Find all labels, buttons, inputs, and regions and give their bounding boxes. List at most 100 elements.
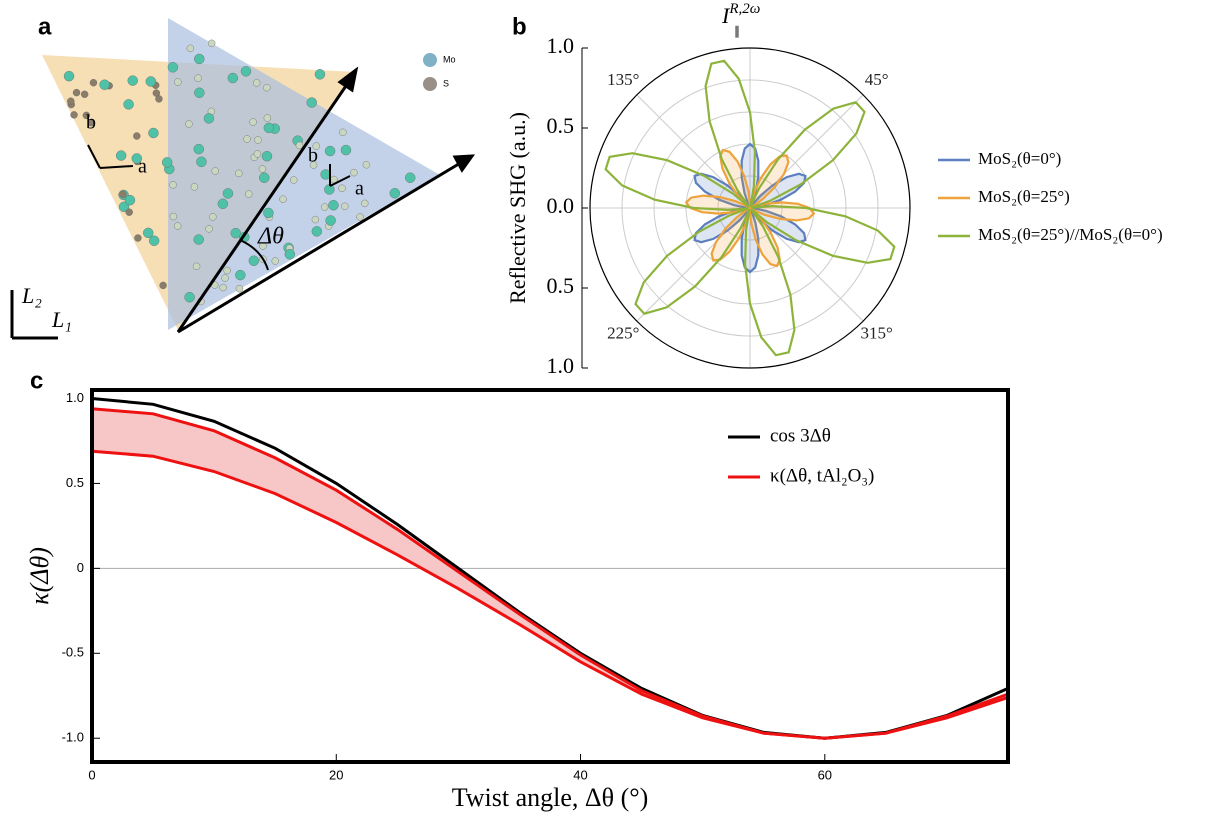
mo-atom [311, 226, 323, 237]
s-atom [173, 222, 182, 230]
chart-title: IR,2ω [721, 1, 760, 28]
mo-atom [263, 207, 274, 219]
vector-label: b [86, 112, 96, 134]
mo-atom [193, 234, 204, 245]
x-tick-label: 40 [573, 767, 587, 782]
vectors [87, 144, 351, 187]
mo-atom [263, 122, 275, 134]
s-atom [235, 169, 243, 178]
s-atom [169, 212, 178, 221]
s-atom [295, 141, 304, 150]
arrowhead [337, 66, 359, 93]
s-atom [341, 202, 349, 211]
vector-label: a [138, 156, 147, 178]
s-atom [219, 283, 227, 292]
s-atom [338, 184, 346, 192]
s-legend-atom [423, 77, 437, 91]
mo-atom [328, 200, 339, 211]
s-atom [259, 242, 267, 250]
s-atom [243, 135, 251, 143]
y-tick-label: 1.0 [66, 390, 84, 405]
s-atom [87, 118, 95, 127]
r-tick-label: 0.5 [547, 113, 575, 138]
title-main: I [721, 3, 731, 28]
vector-label: a [355, 178, 364, 200]
s-atom [290, 176, 298, 184]
mo-atom [123, 99, 134, 110]
atoms [63, 39, 416, 306]
r-tick-label: 1.0 [547, 33, 575, 58]
mo-legend-atom [423, 53, 437, 67]
s-atom [339, 128, 347, 137]
s-atom [362, 161, 371, 169]
s-atom [169, 181, 177, 189]
s-atom [155, 95, 163, 103]
s-atom [235, 284, 244, 293]
s-atom [320, 203, 329, 211]
s-atom [186, 44, 195, 53]
mo-atom [240, 66, 252, 77]
s-atom [134, 234, 142, 242]
mo-atom [203, 113, 215, 124]
x-axis-label: Twist angle, Δθ (°) [452, 783, 649, 812]
s-atom [252, 79, 261, 87]
s-atom [159, 281, 167, 290]
s-atom [253, 150, 262, 158]
title-sup: R,2ω [728, 1, 760, 17]
mo-atom [167, 62, 179, 73]
mo-atom [324, 145, 336, 157]
y-axis-label: κ(Δθ) [25, 547, 54, 605]
s-atom [190, 183, 199, 191]
s-atom [309, 161, 318, 169]
panel-label: b [512, 13, 527, 40]
unit-vectors [10, 144, 351, 340]
mo-atom [222, 188, 234, 199]
s-atom [311, 215, 320, 224]
atom-label: S [443, 78, 449, 88]
legend-label: MoS₂(θ=25°)//MoS₂(θ=0°) [978, 225, 1163, 244]
axis-arrow [176, 79, 352, 333]
mo-atom [248, 255, 260, 266]
mo-atom [325, 215, 336, 226]
lattice-vectors [176, 66, 476, 334]
s-atom [82, 111, 91, 120]
theta-tick-label: 225° [607, 324, 639, 343]
mo-atom [131, 153, 143, 164]
s-atom [67, 97, 75, 105]
atom-label: Mo [443, 54, 456, 64]
mo-atom [148, 235, 160, 246]
band [92, 408, 1008, 739]
s-atom [72, 88, 81, 97]
panel-label: a [38, 13, 52, 40]
s-atom [254, 136, 262, 144]
angle-arc [239, 239, 269, 271]
s-atom [244, 190, 253, 198]
mo-atom [261, 151, 273, 162]
mo-atom [230, 227, 241, 239]
legend-label: MoS₂(θ=0°) [978, 149, 1061, 168]
s-atom [271, 257, 279, 265]
s-atom [119, 190, 127, 199]
mo-atom [148, 127, 159, 139]
mo-atom [235, 269, 246, 281]
angle-label: Δθ [257, 224, 284, 250]
s-atom [258, 165, 267, 173]
layer-bottom [168, 18, 440, 330]
legend-label: cos 3Δθ [770, 425, 831, 446]
mo-atom [194, 87, 205, 98]
y-tick-label: -0.5 [62, 645, 84, 660]
mo-atom [340, 144, 352, 156]
s-atom [174, 78, 182, 86]
s-atom [279, 195, 287, 203]
mo-atom [389, 188, 400, 199]
vector-label: b [308, 145, 318, 167]
x-tick-label: 60 [818, 767, 832, 782]
x-tick-label: 0 [88, 767, 95, 782]
legend-label: MoS₂(θ=25°) [978, 187, 1070, 206]
s-atom [133, 132, 141, 140]
mo-atom [193, 143, 204, 155]
s-atom [70, 111, 78, 119]
s-atom [192, 262, 201, 271]
mo-atom [306, 97, 317, 108]
s-atom [211, 167, 219, 175]
